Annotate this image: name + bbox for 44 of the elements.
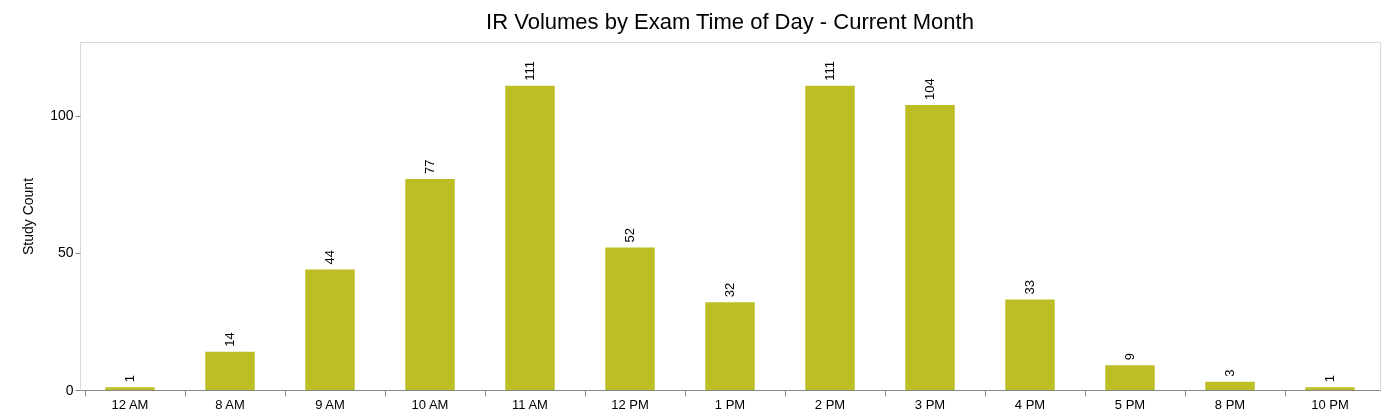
x-tick-label: 4 PM [1014,396,1046,412]
x-tick-label: 10 AM [411,396,449,412]
data-label: 1 [122,375,137,383]
data-label: 52 [622,228,637,243]
x-tick-label: 10 PM [1311,396,1349,412]
bar [1305,387,1355,390]
bar [1005,299,1055,390]
data-label: 32 [722,282,737,298]
x-tick-label: 12 PM [611,396,649,412]
data-label: 1 [1322,375,1337,383]
data-label: 3 [1222,369,1237,377]
x-tick-label: 8 AM [215,396,245,412]
data-label: 77 [422,159,437,175]
bar [905,105,955,390]
bar [805,85,855,390]
bar [405,179,455,390]
y-tick-label: 0 [65,381,74,398]
bar [705,302,755,390]
x-tick-label: 8 PM [1214,396,1246,412]
x-tick-label: 11 AM [512,396,548,412]
data-label: 9 [1122,353,1137,361]
data-label: 111 [522,61,537,81]
y-tick-label: 100 [50,107,74,124]
x-tick-label: 9 AM [315,396,345,412]
data-label: 111 [822,61,837,81]
bar [305,269,355,390]
data-label: 33 [1022,280,1037,295]
bar [605,247,655,390]
x-tick-label: 2 PM [814,396,846,412]
y-axis-title: Study Count [20,177,37,256]
data-label: 14 [222,332,237,347]
bar [205,351,255,390]
bar [105,387,155,390]
y-tick-label: 50 [57,244,74,261]
bar [1205,381,1255,390]
data-label: 104 [922,78,937,101]
x-tick-label: 5 PM [1114,396,1146,412]
x-tick-label: 12 AM [111,396,149,412]
x-tick-label: 3 PM [914,396,946,412]
chart-title: IR Volumes by Exam Time of Day - Current Month [486,9,974,34]
bar [505,85,555,390]
data-label: 44 [322,249,337,265]
bar [1105,365,1155,390]
x-tick-label: 1 PM [714,396,746,412]
